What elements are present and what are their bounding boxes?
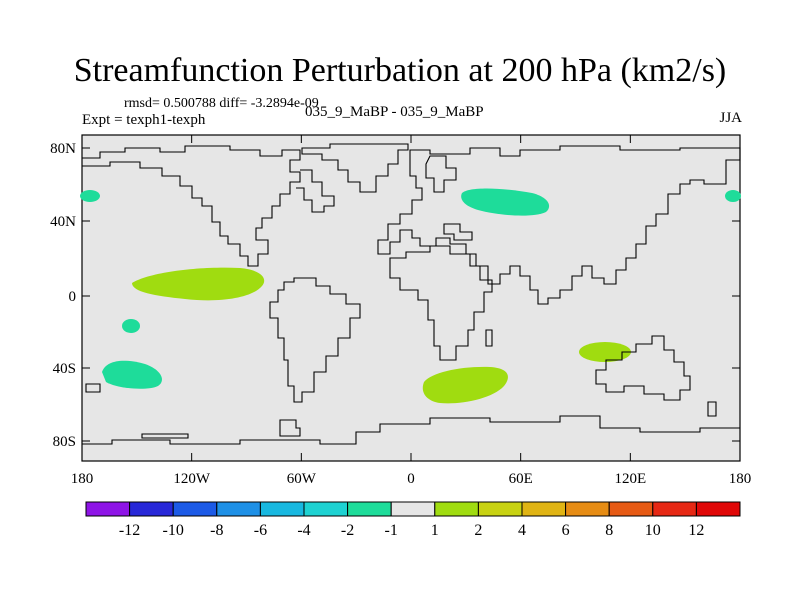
pos-tropical-east-pacific bbox=[132, 267, 265, 301]
colorbar-swatch bbox=[172, 501, 218, 517]
case-label: 035_9_MaBP - 035_9_MaBP bbox=[305, 104, 484, 120]
colorbar-swatch bbox=[695, 501, 741, 517]
colorbar-label: -4 bbox=[297, 522, 310, 539]
coast-greenland bbox=[301, 143, 409, 193]
colorbar-label: -6 bbox=[254, 522, 267, 539]
colorbar-label: 2 bbox=[474, 522, 482, 539]
colorbar-label: 1 bbox=[431, 522, 439, 539]
colorbar-label: 8 bbox=[605, 522, 613, 539]
experiment-label: Expt = texph1-texph bbox=[82, 112, 206, 128]
neg-small-south-pacific bbox=[122, 319, 140, 333]
coast-black-caspian bbox=[443, 223, 473, 241]
neg-dateline-east-edge bbox=[725, 190, 741, 202]
colorbar-swatch bbox=[216, 501, 261, 517]
colorbar: -12 -10 -8 -6 -4 -2 -1 1 2 4 6 8 10 12 bbox=[85, 501, 741, 539]
lon-label: 60E bbox=[509, 471, 533, 487]
colorbar-swatch bbox=[259, 501, 305, 517]
coast-australia bbox=[595, 335, 691, 401]
chart-title: Streamfunction Perturbation at 200 hPa (… bbox=[73, 52, 727, 89]
colorbar-swatch bbox=[565, 501, 610, 517]
pos-west-australia bbox=[579, 342, 631, 362]
colorbar-label: 6 bbox=[562, 522, 570, 539]
coast-falklands bbox=[279, 419, 301, 437]
colorbar-label: -2 bbox=[341, 522, 354, 539]
colorbar-swatch bbox=[434, 501, 479, 517]
colorbar-label: -1 bbox=[385, 522, 398, 539]
colorbar-swatch bbox=[303, 501, 349, 517]
colorbar-swatch bbox=[85, 501, 131, 517]
lon-label: 180 bbox=[729, 471, 752, 487]
lat-label: 0 bbox=[69, 289, 77, 305]
coast-antarctica bbox=[82, 415, 740, 445]
pos-south-indian-ocean bbox=[422, 366, 508, 404]
lat-label: 80N bbox=[50, 141, 76, 157]
lon-label: 120W bbox=[173, 471, 211, 487]
coast-scandinavia bbox=[425, 155, 457, 193]
map-axes: 180 120W 60W 0 60E 120E 180 80N 40N 0 40S 80S bbox=[50, 135, 751, 487]
lat-label: 80S bbox=[53, 434, 76, 450]
colorbar-label: -8 bbox=[210, 522, 223, 539]
colorbar-label: -12 bbox=[119, 522, 140, 539]
coast-north-america bbox=[82, 145, 301, 267]
anomaly-shading bbox=[80, 188, 741, 404]
coast-hudson-bay bbox=[296, 169, 335, 213]
colorbar-label: 10 bbox=[645, 522, 661, 539]
colorbar-label: 12 bbox=[688, 522, 704, 539]
lon-label: 0 bbox=[407, 471, 415, 487]
colorbar-swatch bbox=[521, 501, 567, 517]
lon-label: 60W bbox=[287, 471, 317, 487]
coast-south-america bbox=[269, 277, 361, 403]
colorbar-swatch bbox=[608, 501, 654, 517]
colorbar-label: -10 bbox=[163, 522, 184, 539]
neg-siberia bbox=[461, 188, 550, 216]
colorbar-swatch bbox=[347, 501, 392, 517]
coast-antarctic-island bbox=[141, 433, 189, 439]
lat-label: 40S bbox=[53, 361, 76, 377]
colorbar-label: 4 bbox=[518, 522, 526, 539]
lon-label: 120E bbox=[614, 471, 646, 487]
neg-north-pacific-edge bbox=[80, 190, 100, 202]
coast-madagascar bbox=[485, 329, 493, 347]
colorbar-swatch bbox=[652, 501, 697, 517]
coast-new-zealand bbox=[707, 401, 717, 417]
colorbar-swatch bbox=[129, 501, 174, 517]
coastlines bbox=[82, 143, 741, 445]
colorbar-swatch bbox=[477, 501, 523, 517]
coast-pacific-islands bbox=[85, 383, 101, 393]
lat-label: 40N bbox=[50, 214, 76, 230]
coast-africa bbox=[389, 245, 493, 361]
neg-south-pacific-40s bbox=[102, 360, 162, 389]
lon-label: 180 bbox=[71, 471, 94, 487]
season-label: JJA bbox=[719, 110, 742, 126]
rmsd-diff-stats: rmsd= 0.500788 diff= -3.2894e-09 bbox=[124, 96, 319, 111]
colorbar-swatch bbox=[390, 501, 436, 517]
